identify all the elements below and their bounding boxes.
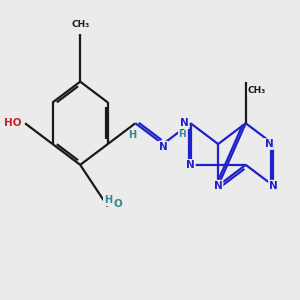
Text: N: N (214, 181, 223, 191)
Text: N: N (186, 160, 195, 170)
Text: H: H (178, 130, 186, 140)
Text: CH₃: CH₃ (71, 20, 89, 29)
Text: CH₃: CH₃ (248, 86, 266, 95)
Text: N: N (159, 142, 167, 152)
Text: N: N (269, 181, 278, 191)
Text: H: H (104, 195, 112, 205)
Text: N: N (265, 139, 273, 149)
Text: O: O (113, 199, 122, 209)
Text: H: H (129, 130, 137, 140)
Text: HO: HO (4, 118, 21, 128)
Text: N: N (180, 118, 189, 128)
